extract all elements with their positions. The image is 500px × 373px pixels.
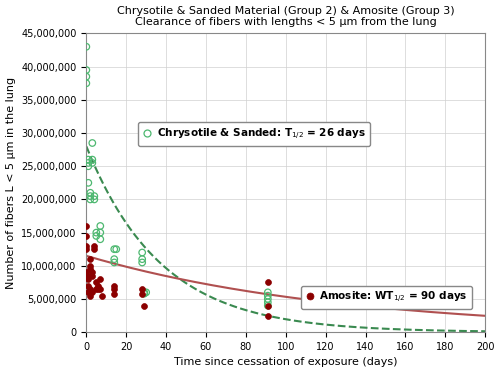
Point: [88, 160, 96, 166]
Point: [264, 289, 272, 295]
Point: [90, 193, 98, 199]
Point: [264, 303, 272, 308]
Point: [264, 279, 272, 285]
Point: [84, 163, 92, 169]
Point: [84, 289, 92, 295]
Point: [84, 157, 92, 163]
Point: [142, 289, 150, 295]
Point: [82, 80, 90, 86]
Point: [86, 286, 94, 292]
Point: [264, 313, 272, 319]
Point: [82, 223, 90, 229]
Point: [264, 303, 272, 308]
Point: [98, 293, 106, 299]
Point: [82, 243, 90, 249]
Point: [82, 44, 90, 50]
Point: [138, 286, 146, 292]
Point: [88, 140, 96, 146]
Point: [86, 263, 94, 269]
Point: [112, 246, 120, 252]
Point: [138, 291, 146, 297]
Point: [82, 67, 90, 73]
Point: [84, 160, 92, 166]
Point: [90, 246, 98, 252]
Point: [82, 269, 90, 275]
Point: [96, 223, 104, 229]
Point: [82, 73, 90, 79]
Point: [92, 230, 100, 236]
Title: Chrysotile & Sanded Material (Group 2) & Amosite (Group 3)
Clearance of fibers w: Chrysotile & Sanded Material (Group 2) &…: [117, 6, 454, 27]
Point: [94, 286, 102, 292]
Point: [92, 279, 100, 285]
Point: [140, 289, 148, 295]
Point: [138, 260, 146, 266]
Point: [264, 296, 272, 302]
Point: [92, 286, 100, 292]
Point: [140, 303, 148, 308]
Point: [88, 157, 96, 163]
Point: [90, 243, 98, 249]
X-axis label: Time since cessation of exposure (days): Time since cessation of exposure (days): [174, 357, 398, 367]
Point: [264, 299, 272, 305]
Y-axis label: Number of fibers L < 5 μm in the lung: Number of fibers L < 5 μm in the lung: [6, 77, 16, 289]
Point: [86, 293, 94, 299]
Point: [110, 283, 118, 289]
Point: [110, 256, 118, 262]
Point: [264, 293, 272, 299]
Point: [90, 197, 98, 203]
Legend: Amosite: WT$_{1/2}$ = 90 days: Amosite: WT$_{1/2}$ = 90 days: [300, 286, 472, 309]
Point: [88, 269, 96, 275]
Point: [94, 283, 102, 289]
Point: [138, 256, 146, 262]
Point: [140, 291, 148, 297]
Point: [86, 193, 94, 199]
Point: [92, 233, 100, 239]
Point: [96, 236, 104, 242]
Point: [110, 291, 118, 297]
Point: [82, 233, 90, 239]
Point: [110, 286, 118, 292]
Point: [82, 273, 90, 279]
Point: [84, 180, 92, 186]
Point: [88, 289, 96, 295]
Point: [84, 276, 92, 282]
Point: [88, 273, 96, 279]
Point: [96, 286, 104, 292]
Point: [84, 273, 92, 279]
Point: [84, 283, 92, 289]
Point: [110, 246, 118, 252]
Point: [86, 190, 94, 196]
Point: [138, 250, 146, 256]
Point: [86, 266, 94, 272]
Point: [96, 230, 104, 236]
Point: [110, 260, 118, 266]
Point: [82, 246, 90, 252]
Point: [86, 256, 94, 262]
Point: [86, 197, 94, 203]
Point: [96, 276, 104, 282]
